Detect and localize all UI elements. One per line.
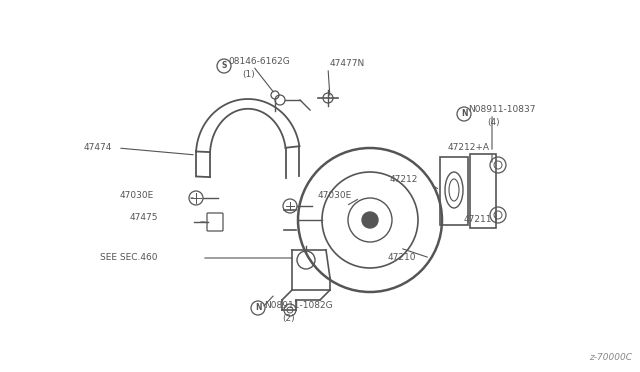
Text: (4): (4) bbox=[487, 118, 500, 126]
Text: N: N bbox=[255, 304, 261, 312]
Text: z-70000C: z-70000C bbox=[589, 353, 632, 362]
Text: 47212: 47212 bbox=[390, 176, 419, 185]
Text: S: S bbox=[221, 61, 227, 71]
Text: 47030E: 47030E bbox=[120, 192, 154, 201]
Text: 47212+A: 47212+A bbox=[448, 144, 490, 153]
Text: (2): (2) bbox=[282, 314, 294, 323]
Text: N08911-1082G: N08911-1082G bbox=[264, 301, 333, 311]
Circle shape bbox=[362, 212, 378, 228]
Text: 47211: 47211 bbox=[464, 215, 493, 224]
Text: 47030E: 47030E bbox=[318, 192, 352, 201]
Text: SEE SEC.460: SEE SEC.460 bbox=[100, 253, 157, 263]
Text: 08146-6162G: 08146-6162G bbox=[228, 58, 290, 67]
Text: (1): (1) bbox=[242, 70, 255, 78]
Text: N: N bbox=[461, 109, 467, 119]
Text: 47475: 47475 bbox=[130, 214, 159, 222]
Text: N08911-10837: N08911-10837 bbox=[468, 106, 536, 115]
Text: 47477N: 47477N bbox=[330, 60, 365, 68]
Text: 47474: 47474 bbox=[84, 144, 113, 153]
Text: 47210: 47210 bbox=[388, 253, 417, 263]
